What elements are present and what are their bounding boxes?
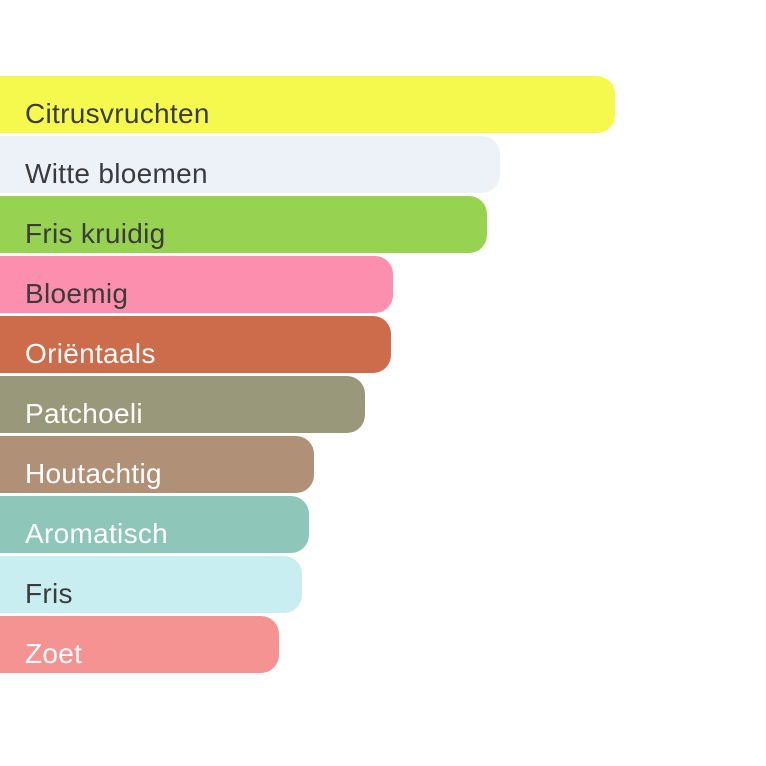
bar-houtachtig: Houtachtig [0,436,314,493]
bar-label-fris-kruidig: Fris kruidig [25,218,166,250]
bar-bloemig: Bloemig [0,256,393,313]
bar-fris-kruidig: Fris kruidig [0,196,487,253]
fragrance-profile-bar-chart: Citrusvruchten Witte bloemen Fris kruidi… [0,76,615,673]
bar-label-citrusvruchten: Citrusvruchten [25,98,210,130]
bar-citrusvruchten: Citrusvruchten [0,76,615,133]
bar-zoet: Zoet [0,616,279,673]
bar-label-orientaals: Oriëntaals [25,338,156,370]
bar-label-houtachtig: Houtachtig [25,458,162,490]
bar-fris: Fris [0,556,302,613]
bar-witte-bloemen: Witte bloemen [0,136,500,193]
bar-label-witte-bloemen: Witte bloemen [25,158,208,190]
bar-aromatisch: Aromatisch [0,496,309,553]
bar-label-patchoeli: Patchoeli [25,398,143,430]
bar-label-aromatisch: Aromatisch [25,518,169,550]
bar-label-bloemig: Bloemig [25,278,129,310]
bar-label-fris: Fris [25,578,73,610]
bar-patchoeli: Patchoeli [0,376,365,433]
bar-label-zoet: Zoet [25,638,83,670]
bar-orientaals: Oriëntaals [0,316,391,373]
